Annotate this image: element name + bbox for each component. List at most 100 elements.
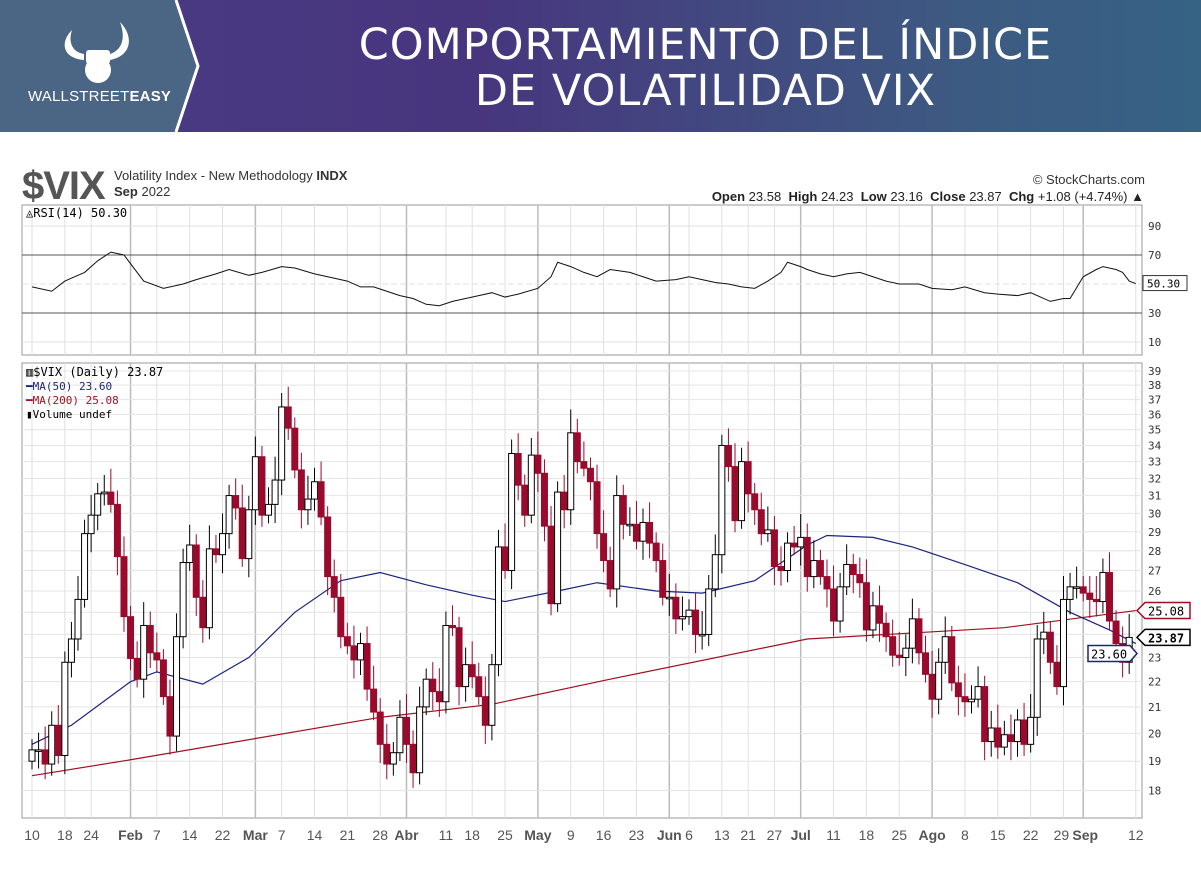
brand-name: WALLSTREETEASY — [28, 88, 171, 105]
candle-body — [278, 406, 286, 481]
x-tick-label: 22 — [215, 827, 231, 843]
price-tick-label: 34 — [1148, 439, 1162, 452]
period: Sep 2022 — [114, 184, 170, 199]
x-tick-label: Feb — [118, 827, 143, 843]
candle-body — [1112, 620, 1120, 645]
price-tick-label: 20 — [1148, 727, 1161, 740]
price-tick-label: 38 — [1148, 379, 1161, 392]
candle-body — [311, 481, 319, 500]
candle-body — [731, 466, 739, 522]
candle-body — [790, 542, 798, 548]
candle-body — [416, 706, 424, 774]
ma50-tag — [1087, 644, 1138, 663]
candle-body — [225, 495, 233, 535]
ma200-tag — [1135, 601, 1191, 620]
candle-body — [764, 529, 772, 535]
x-tick-label: 18 — [859, 827, 875, 843]
candle-body — [1125, 636, 1133, 663]
ma200-tag-text: 25.08 — [1148, 605, 1184, 619]
price-tick-label: 27 — [1148, 565, 1161, 578]
x-tick-label: 29 — [1054, 827, 1070, 843]
candle-body — [74, 598, 82, 640]
candle-body — [199, 596, 207, 629]
candle-body — [363, 643, 371, 690]
candle-body — [219, 533, 227, 556]
candle-body — [120, 556, 128, 618]
price-tick-label: 37 — [1148, 394, 1161, 407]
price-tick-label: 35 — [1148, 424, 1161, 437]
x-tick-label: 28 — [372, 827, 388, 843]
candle-body — [1119, 643, 1127, 663]
candle-body — [770, 529, 778, 568]
candle-body — [1053, 661, 1061, 688]
candle-body — [232, 495, 240, 509]
x-tick-label: Ago — [918, 827, 945, 843]
copyright[interactable]: © StockCharts.com — [1032, 172, 1145, 187]
title-line-1: COMPORTAMIENTO DEL ÍNDICE — [358, 20, 1053, 70]
candle-body — [626, 523, 634, 527]
candle-body — [1066, 586, 1074, 600]
candle-body — [192, 544, 200, 598]
candle-body — [830, 588, 838, 622]
candle-body — [902, 647, 910, 659]
up-arrow-icon: ▲ — [1131, 189, 1144, 204]
candle-body — [744, 461, 752, 495]
candle-body — [409, 743, 417, 774]
rsi-value-tag — [1142, 275, 1188, 292]
x-tick-label: 16 — [596, 827, 612, 843]
high-value: 24.23 — [820, 189, 854, 204]
candle-body — [941, 636, 949, 663]
candle-body — [455, 627, 463, 688]
x-tick-label: Abr — [394, 827, 419, 843]
low-label: Low — [860, 189, 887, 204]
price-tick-label: 22 — [1148, 676, 1161, 689]
candle-body — [508, 452, 516, 572]
rsi-tick-label: 30 — [1148, 307, 1161, 320]
candle-body — [54, 724, 62, 757]
price-tick-label: 18 — [1148, 785, 1161, 798]
candle-body — [948, 636, 956, 684]
x-tick-label: 25 — [891, 827, 907, 843]
x-tick-label: 11 — [826, 827, 841, 843]
rsi-legend-text: RSI(14) 50.30 — [33, 206, 128, 220]
candle-body — [908, 618, 916, 649]
candle-body — [422, 678, 430, 708]
candle-body — [895, 654, 903, 659]
rsi-line — [31, 251, 1136, 307]
price-tick-label: 32 — [1148, 472, 1161, 485]
logo-panel — [0, 0, 200, 132]
x-tick-label: 14 — [182, 827, 198, 843]
rsi-value-text: 50.30 — [1147, 278, 1180, 291]
candle-body — [751, 493, 759, 511]
candle-body — [462, 664, 470, 688]
candle-body — [435, 691, 443, 703]
candle-body — [238, 507, 246, 560]
candle-body — [1040, 631, 1048, 640]
candle-body — [1000, 734, 1008, 748]
candle-body — [698, 633, 706, 637]
candle-body — [166, 696, 174, 737]
candle-body — [173, 636, 181, 737]
candle-body — [1099, 572, 1107, 603]
candle-body — [659, 560, 667, 598]
candle-body — [146, 624, 154, 654]
ohlc-readout: Open 23.58 High 24.23 Low 23.16 Close 23… — [712, 189, 1144, 204]
candle-body — [705, 588, 713, 635]
candle-body — [179, 562, 187, 638]
candle-body — [1033, 638, 1041, 718]
candle-body — [803, 536, 811, 578]
rsi-panel — [21, 204, 1143, 356]
candle-body — [619, 495, 627, 525]
x-tick-label: 7 — [278, 827, 286, 843]
candle-body — [350, 645, 358, 661]
candle-body — [613, 495, 621, 590]
candle-body — [291, 427, 299, 471]
candle-body — [376, 711, 384, 745]
x-tick-label: 22 — [1023, 827, 1039, 843]
candle-body — [212, 548, 220, 556]
period-month: Sep — [114, 184, 138, 199]
x-tick-label: 25 — [497, 827, 513, 843]
x-tick-label: 10 — [24, 827, 40, 843]
price-tick-label: 23 — [1148, 652, 1161, 665]
candle-body — [961, 696, 969, 703]
